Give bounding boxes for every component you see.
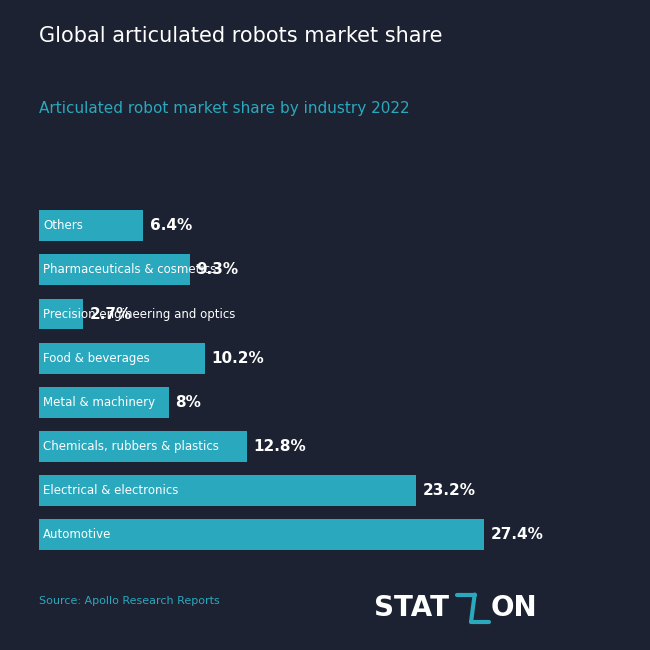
- Bar: [39, 431, 247, 462]
- Text: 27.4%: 27.4%: [491, 527, 543, 542]
- Text: Electrical & electronics: Electrical & electronics: [43, 484, 179, 497]
- Bar: [39, 387, 169, 418]
- Text: Source: Apollo Research Reports: Source: Apollo Research Reports: [39, 596, 220, 606]
- Text: Global articulated robots market share: Global articulated robots market share: [39, 26, 443, 46]
- Bar: [39, 211, 143, 241]
- Text: Precision engineering and optics: Precision engineering and optics: [43, 307, 235, 320]
- Bar: [39, 475, 416, 506]
- Text: 9.3%: 9.3%: [197, 263, 239, 278]
- Text: 2.7%: 2.7%: [90, 307, 131, 322]
- Bar: [39, 343, 205, 374]
- Text: 8%: 8%: [176, 395, 202, 410]
- Text: Articulated robot market share by industry 2022: Articulated robot market share by indust…: [39, 101, 410, 116]
- Text: ON: ON: [491, 593, 538, 622]
- Bar: [39, 298, 83, 330]
- Text: Food & beverages: Food & beverages: [43, 352, 150, 365]
- Bar: [39, 519, 484, 550]
- Text: STAT: STAT: [374, 593, 448, 622]
- Bar: [39, 254, 190, 285]
- Text: 12.8%: 12.8%: [254, 439, 306, 454]
- Text: Metal & machinery: Metal & machinery: [43, 396, 155, 409]
- Text: 6.4%: 6.4%: [150, 218, 192, 233]
- Text: 10.2%: 10.2%: [211, 351, 264, 366]
- Text: Pharmaceuticals & cosmetics: Pharmaceuticals & cosmetics: [43, 263, 216, 276]
- Text: 23.2%: 23.2%: [422, 483, 476, 498]
- Text: Others: Others: [43, 219, 83, 232]
- Text: Automotive: Automotive: [43, 528, 111, 541]
- Text: Chemicals, rubbers & plastics: Chemicals, rubbers & plastics: [43, 440, 219, 453]
